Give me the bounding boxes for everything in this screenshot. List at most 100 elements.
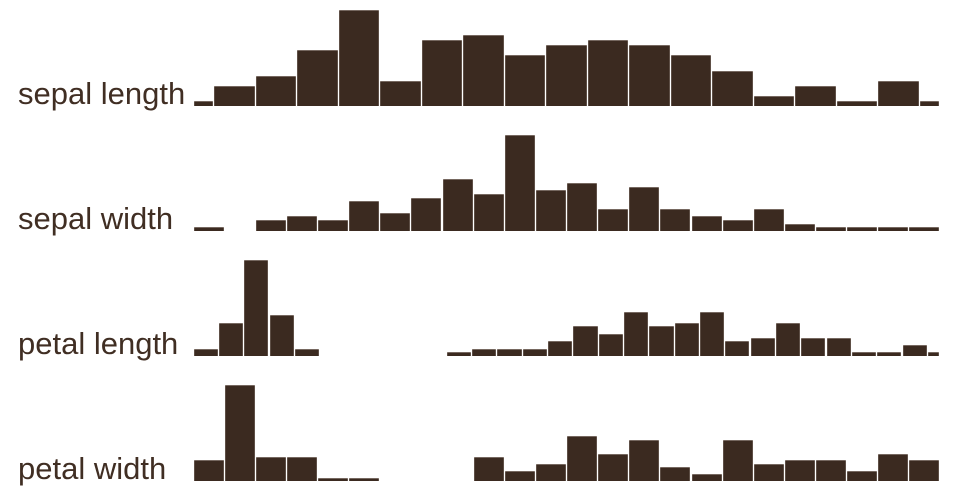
histogram-bar (504, 55, 546, 106)
histogram-bar (255, 219, 286, 231)
histogram-bar (218, 322, 244, 356)
histogram-bar (801, 337, 826, 356)
histogram-bar (826, 337, 851, 356)
histogram-bar (255, 457, 286, 481)
histogram-bar (691, 474, 722, 481)
histogram-bar (629, 45, 670, 106)
histogram-bar (473, 457, 504, 481)
histogram-bar (878, 453, 909, 481)
histogram-bar (722, 219, 753, 231)
histogram-bar (380, 80, 421, 106)
histogram-bar (421, 40, 463, 106)
histogram-bar (411, 197, 442, 231)
histogram-bar (691, 216, 722, 231)
histogram-bar (836, 100, 878, 106)
row-label-sepal-length: sepal length (18, 76, 186, 111)
histogram-bar (567, 436, 598, 481)
histogram-bar (670, 55, 712, 106)
histogram-plot-petal-length (193, 250, 940, 356)
histogram-bar (598, 453, 629, 481)
histogram-bar (522, 348, 547, 356)
row-label-sepal-width: sepal width (18, 201, 174, 236)
histogram-bar (877, 352, 902, 356)
histogram-bar (193, 348, 218, 356)
histogram-bar (919, 100, 940, 106)
histogram-bar (700, 311, 725, 356)
histogram-bar (795, 85, 836, 106)
histogram-bar (776, 322, 801, 356)
histogram-bar (286, 457, 317, 481)
histogram-bar (851, 352, 877, 356)
histogram-bar (504, 135, 535, 231)
histogram-bar (286, 216, 317, 231)
histogram-bar (269, 315, 294, 356)
histogram-bar (784, 460, 815, 481)
histogram-plot-sepal-length (193, 0, 940, 106)
histogram-bar (878, 227, 909, 231)
histogram-bar (573, 326, 598, 356)
histogram-bar (497, 348, 522, 356)
histogram-bar (504, 470, 535, 481)
histogram-bar (224, 385, 255, 481)
histogram-bar (847, 227, 878, 231)
histogram-bar (927, 352, 940, 356)
histogram-bar (816, 227, 846, 231)
histogram-bar (909, 460, 940, 481)
histogram-bar (193, 460, 224, 481)
histogram-bar (548, 341, 573, 356)
histogram-bar (446, 352, 471, 356)
histogram-bar (753, 208, 784, 231)
histogram-bar (567, 183, 598, 231)
histogram-bar (649, 326, 674, 356)
histogram-bar (535, 190, 566, 231)
histogram-bar (753, 95, 795, 106)
histogram-bar (244, 260, 269, 356)
histogram-bar (318, 219, 349, 231)
histogram-bar (255, 75, 297, 106)
histogram-bar (909, 227, 940, 231)
histogram-bar (660, 208, 691, 231)
histogram-bar (472, 348, 497, 356)
row-label-petal-width: petal width (18, 451, 167, 486)
histogram-bar (878, 80, 919, 106)
histogram-bar (629, 439, 660, 481)
histogram-bar (629, 186, 660, 231)
histogram-bar (598, 208, 629, 231)
histogram-plot-sepal-width (193, 125, 940, 231)
histogram-bar (442, 179, 473, 231)
histogram-row-petal-width: petal width (0, 375, 960, 500)
histogram-row-petal-length: petal length (0, 250, 960, 375)
histogram-bar (722, 439, 753, 481)
histogram-bar (193, 100, 214, 106)
histogram-bar (750, 337, 775, 356)
histogram-bar (297, 50, 338, 106)
histogram-bar (473, 194, 504, 231)
histogram-bar (725, 341, 750, 356)
histogram-bar (535, 463, 566, 481)
histogram-bar (660, 467, 691, 481)
histogram-bar (318, 477, 349, 481)
histogram-bar (598, 333, 623, 356)
histogram-bar (294, 348, 319, 356)
histogram-bar (380, 212, 411, 231)
row-label-petal-length: petal length (18, 326, 179, 361)
histogram-row-sepal-width: sepal width (0, 125, 960, 250)
histogram-plot-petal-width (193, 375, 940, 481)
histogram-bar (753, 463, 784, 481)
histogram-bar (214, 85, 255, 106)
histogram-bar (847, 470, 878, 481)
histogram-bar (902, 344, 927, 356)
histogram-bar (349, 477, 380, 481)
histogram-bar (193, 227, 224, 231)
histogram-bar (816, 460, 847, 481)
histogram-bar (624, 311, 649, 356)
histogram-bar (712, 70, 753, 106)
histogram-bar (546, 45, 587, 106)
histogram-bar (587, 40, 629, 106)
histogram-bar (463, 35, 504, 106)
histogram-row-sepal-length: sepal length (0, 0, 960, 125)
histogram-bar (674, 322, 699, 356)
histogram-bar (784, 223, 815, 231)
histogram-bar (349, 201, 380, 231)
